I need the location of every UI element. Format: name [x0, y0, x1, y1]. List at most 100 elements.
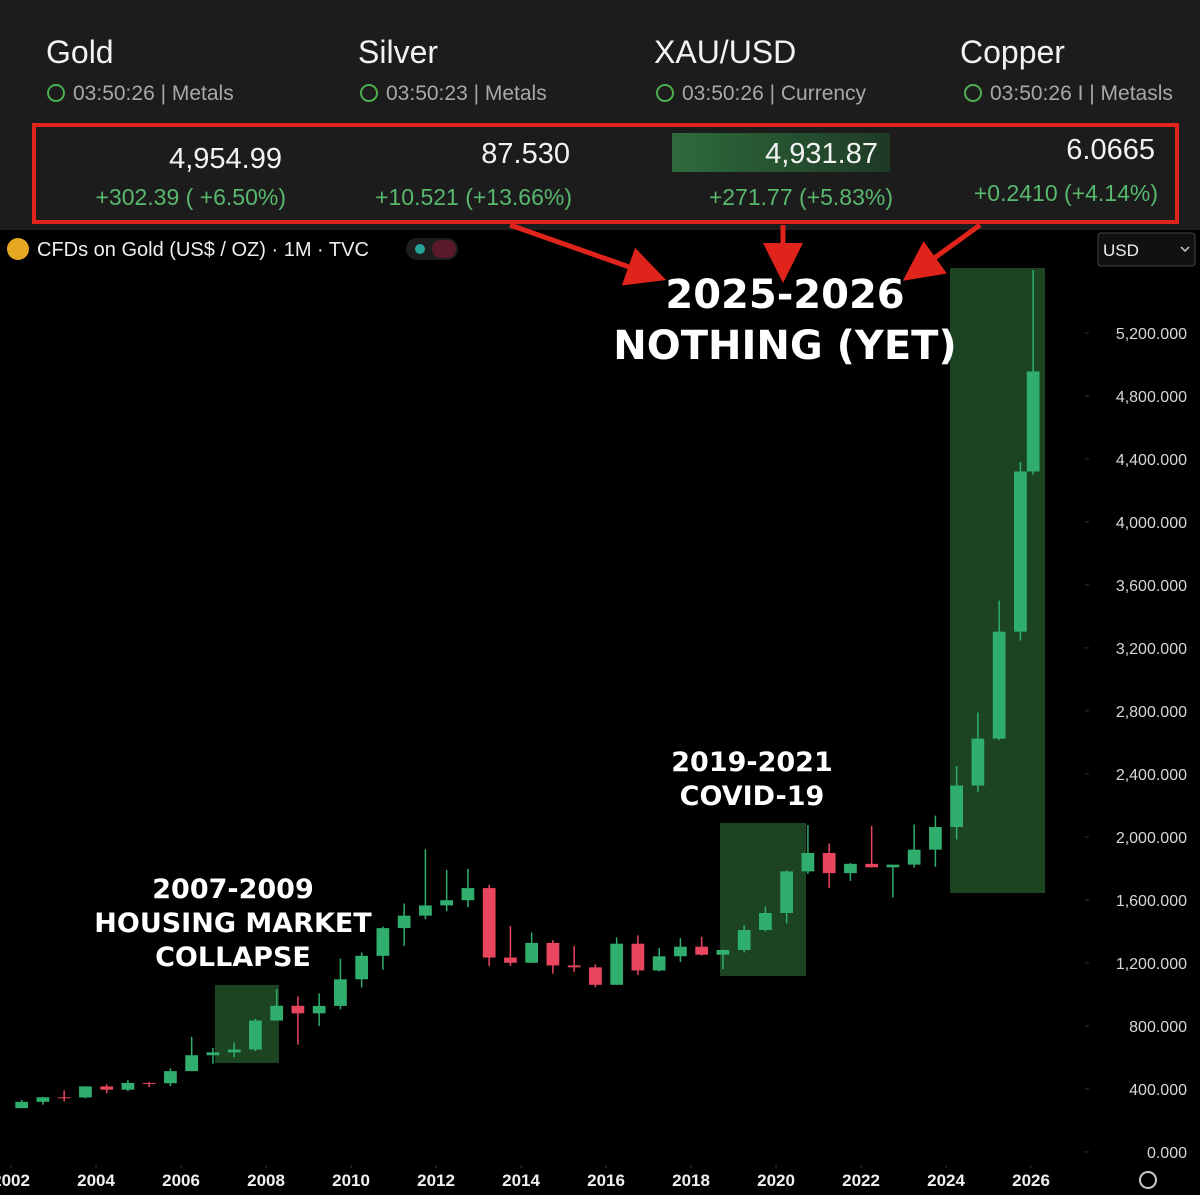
candle-body [1026, 371, 1040, 472]
x-tick-label: 2002 [0, 1171, 30, 1190]
candle-body [15, 1101, 29, 1109]
candle-body [929, 826, 942, 850]
candle-body [419, 905, 432, 916]
y-tick-label: 2,000.000 [1116, 830, 1187, 847]
candle-body [695, 946, 709, 955]
candle-body [844, 863, 857, 874]
y-tick-label: 1,200.000 [1116, 956, 1187, 973]
symbol-title: CFDs on Gold (US$ / OZ) · 1M · TVC [37, 239, 369, 261]
candle-body [865, 863, 879, 868]
candle-body [546, 942, 560, 966]
ticker-meta: 03:50:26 | Metals [73, 82, 234, 105]
candle-body [716, 950, 730, 955]
x-tick-label: 2018 [672, 1171, 710, 1190]
x-tick-label: 2006 [162, 1171, 200, 1190]
candle-body [631, 943, 645, 971]
ticker-name: Copper [960, 34, 1065, 70]
x-tick-label: 2008 [247, 1171, 285, 1190]
candle-body [759, 912, 772, 930]
candle-body [525, 942, 539, 963]
x-tick-label: 2004 [77, 1171, 115, 1190]
clock-icon [47, 84, 65, 102]
annotation: 2025-2026 [665, 272, 904, 318]
y-tick-label: 5,200.000 [1116, 326, 1187, 343]
clock-icon [964, 84, 982, 102]
candle-body [589, 967, 602, 985]
ticker-price: 87.530 [481, 138, 570, 170]
x-tick-label: 2024 [927, 1171, 965, 1190]
highlight-box [215, 985, 279, 1063]
currency-select[interactable] [1097, 232, 1196, 267]
candle-body [504, 957, 517, 963]
x-tick-label: 2016 [587, 1171, 625, 1190]
candle-body [312, 1005, 326, 1014]
y-tick-label: 3,200.000 [1116, 641, 1187, 658]
candle-body [355, 955, 369, 980]
candle-body [334, 979, 347, 1006]
candle-body [950, 785, 964, 827]
ticker-price: 4,954.99 [169, 143, 282, 175]
candle-body [780, 871, 794, 913]
ticker[interactable]: XAU/USD 03:50:26 | Currency 4,931.87 +27… [654, 34, 893, 210]
ticker-change: +10.521 (+13.66%) [375, 184, 572, 210]
settings-icon[interactable] [1139, 1171, 1157, 1189]
highlight-box [720, 823, 806, 976]
candle-body [36, 1097, 50, 1102]
candle-body [249, 1020, 262, 1050]
x-tick-label: 2010 [332, 1171, 370, 1190]
y-tick-label: 4,000.000 [1116, 515, 1187, 532]
ticker-price: 6.0665 [1066, 134, 1155, 166]
annotation: COVID-19 [680, 781, 825, 812]
y-tick-label: 400.000 [1129, 1082, 1187, 1099]
candle-body [907, 849, 921, 865]
arrow [509, 222, 667, 286]
candle-body [801, 852, 815, 872]
candle-body [992, 631, 1006, 739]
status-icon [432, 240, 456, 258]
x-tick-label: 2020 [757, 1171, 795, 1190]
status-dot [415, 244, 425, 254]
candle-body [567, 965, 581, 968]
ticker-meta: 03:50:26 I | Metasls [990, 82, 1173, 105]
candle-body [100, 1086, 114, 1090]
candle-body [652, 956, 666, 971]
ticker-bar [0, 0, 1200, 230]
y-tick-label: 2,800.000 [1116, 704, 1187, 721]
candle-body [674, 946, 687, 957]
y-tick-label: 4,400.000 [1116, 452, 1187, 469]
clock-icon [360, 84, 378, 102]
candle-body [270, 1005, 284, 1021]
plot: 0.000 400.000 800.000 1,200.000 1,600.000 2,0… [0, 269, 1187, 1190]
candle-body [461, 888, 475, 901]
ticker-meta: 03:50:23 | Metals [386, 82, 547, 105]
ticker-change: +302.39 ( +6.50%) [95, 184, 286, 210]
ticker[interactable]: Copper 03:50:26 I | Metasls 6.0665 +0.24… [960, 34, 1173, 206]
candle-body [737, 929, 751, 950]
dropdown-caret [1180, 246, 1190, 253]
candle-body [121, 1082, 135, 1090]
y-tick-label: 1,600.000 [1116, 893, 1187, 910]
symbol-icon [7, 238, 29, 260]
ticker[interactable]: Silver 03:50:23 | Metals 87.530 +10.521 … [358, 34, 572, 210]
y-tick-label: 0.000 [1147, 1145, 1187, 1162]
candle-body [57, 1097, 71, 1099]
x-tick-label: 2026 [1012, 1171, 1050, 1190]
candle-body [822, 852, 836, 874]
candle-body [79, 1086, 92, 1098]
x-tick-label: 2012 [417, 1171, 455, 1190]
annotation: COLLAPSE [155, 942, 311, 973]
price-flash [672, 133, 890, 172]
currency-label: USD [1103, 241, 1139, 260]
ticker[interactable]: Gold 03:50:26 | Metals 4,954.99 +302.39 … [46, 34, 286, 210]
candle-body [376, 928, 390, 956]
y-tick-label: 4,800.000 [1116, 389, 1187, 406]
ticker-name: Silver [358, 34, 438, 70]
clock-icon [656, 84, 674, 102]
candle-body [142, 1082, 156, 1084]
candle-body [206, 1052, 220, 1056]
ticker-change: +0.2410 (+4.14%) [974, 180, 1158, 206]
candle-body [397, 915, 411, 929]
candle-body [610, 943, 624, 985]
candle-body [482, 888, 496, 958]
